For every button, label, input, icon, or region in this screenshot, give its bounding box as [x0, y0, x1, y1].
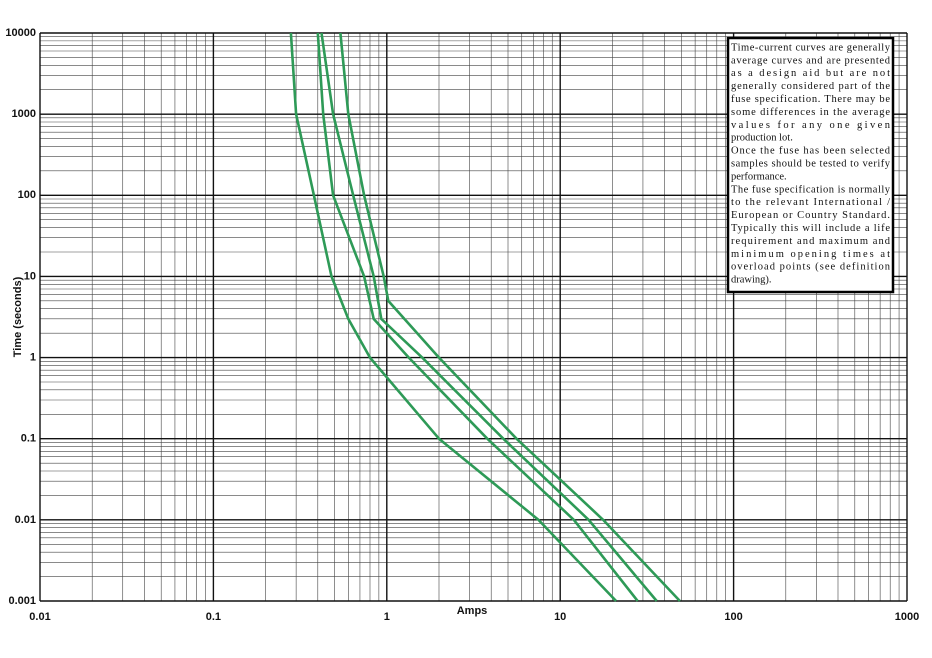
y-tick-label: 0.001 [8, 595, 36, 607]
y-tick-label: 0.01 [15, 514, 36, 526]
y-tick-label: 10 [24, 270, 36, 282]
curve [316, 32, 639, 602]
note-line: as a design aid but are not [731, 68, 890, 79]
x-tick-label: 1 [384, 611, 390, 623]
note-line: performance. [731, 171, 787, 182]
x-axis-label: Amps [457, 605, 488, 617]
y-tick-label: 1000 [12, 108, 36, 120]
note-line: some differences in the average [731, 107, 890, 118]
x-tick-label: 1000 [895, 611, 919, 623]
y-tick-label: 1 [30, 351, 36, 363]
note-line: European or Country Standard. [731, 210, 890, 221]
note-line: drawing). [731, 275, 772, 286]
note-line: samples should be tested to verify [731, 159, 891, 170]
note-line: production lot. [731, 133, 793, 144]
note-line: overload points (see definition [731, 262, 891, 273]
note-line: average curves and are presented [731, 55, 891, 66]
note-box: Time-current curves are generally average… [726, 36, 895, 294]
curve [289, 32, 618, 602]
x-tick-label: 100 [724, 611, 742, 623]
note-line: The fuse specification is normally [731, 184, 891, 195]
note-line: requirement and maximum and [731, 236, 891, 247]
note-border [726, 36, 895, 294]
note-line: Typically this will include a life [731, 223, 890, 234]
note-line: values for any one given [731, 120, 891, 131]
x-tick-label: 0.1 [206, 611, 221, 623]
note-line: generally considered part of the [731, 81, 890, 92]
y-axis-label: Time (seconds) [12, 276, 24, 357]
y-tick-label: 100 [18, 189, 36, 201]
note-line: to the relevant International / [731, 197, 890, 208]
x-tick-label: 10 [554, 611, 566, 623]
y-tick-label: 0.1 [21, 433, 36, 445]
y-tick-label: 10000 [5, 27, 36, 39]
note-line: fuse specification. There may be [731, 94, 890, 105]
note-line: Time-current curves are generally [731, 42, 891, 53]
x-tick-label: 0.01 [29, 611, 50, 623]
curve [320, 32, 658, 602]
note-line: Once the fuse has been selected [731, 146, 891, 157]
curve [339, 32, 681, 602]
